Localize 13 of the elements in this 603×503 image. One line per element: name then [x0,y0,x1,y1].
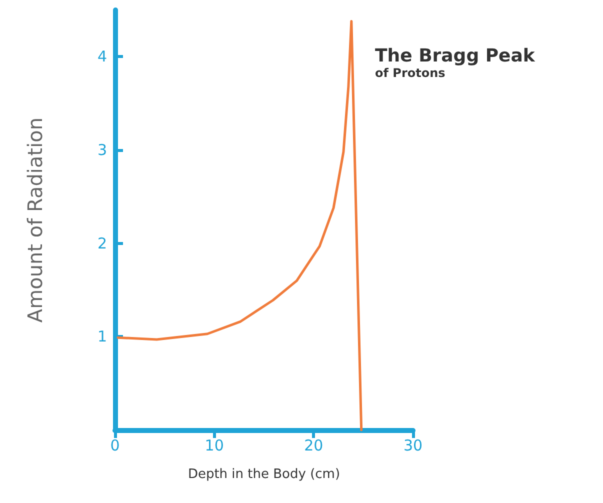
x-tick-label: 0 [110,436,120,454]
x-tick-label: 10 [204,436,224,454]
line-series [116,20,363,432]
x-axis-title: Depth in the Body (cm) [188,467,340,482]
y-tick-label: 1 [97,328,107,346]
y-axis-title: Amount of Radiation [23,117,47,323]
y-tick-label: 3 [97,141,107,159]
text: of Protons [375,66,446,80]
x-tick-label: 30 [403,436,423,454]
y-tick-label: 4 [97,48,107,66]
x-tick-label: 20 [304,436,324,454]
text: The Bragg Peak [375,46,536,66]
y-tick-label: 2 [97,234,107,252]
